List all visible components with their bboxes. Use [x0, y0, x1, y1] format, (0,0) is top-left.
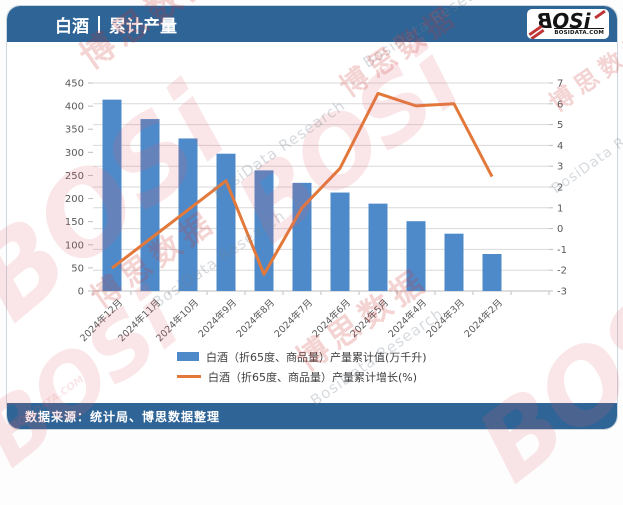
bosi-logo: BOSi BOSIDATA.COM	[527, 9, 609, 39]
title-divider	[98, 15, 100, 33]
legend-item-production: 白酒（折65度、商品量）产量累计值(万千升)	[177, 348, 427, 365]
legend-line-swatch-icon	[177, 375, 201, 378]
page-title-secondary: 累计产量	[109, 16, 177, 37]
bosi-logo-text-rest: OSi	[552, 9, 591, 33]
footer-bar: 数据来源：统计局、博思数据整理	[7, 403, 617, 429]
logo-stripe-icon	[594, 9, 606, 20]
legend-bar-label: 白酒（折65度、商品量）产量累计值(万千升)	[206, 350, 427, 364]
data-source-text: 数据来源：统计局、博思数据整理	[25, 409, 221, 424]
legend-item-growth: 白酒（折65度、商品量）产量累计增长(%)	[177, 368, 427, 385]
chart-legend: 白酒（折65度、商品量）产量累计值(万千升) 白酒（折65度、商品量）产量累计增…	[177, 348, 427, 385]
page-title: 白酒 累计产量	[55, 12, 177, 37]
header-bar: 白酒 累计产量 BOSi BOSIDATA.COM	[7, 6, 617, 42]
bosi-logo-domain: BOSIDATA.COM	[554, 28, 604, 36]
bosi-logo-text: BOSi	[537, 9, 591, 33]
legend-line-label: 白酒（折65度、商品量）产量累计增长(%)	[208, 370, 418, 384]
legend-bar-swatch-icon	[177, 352, 199, 361]
page-title-primary: 白酒	[55, 16, 89, 37]
